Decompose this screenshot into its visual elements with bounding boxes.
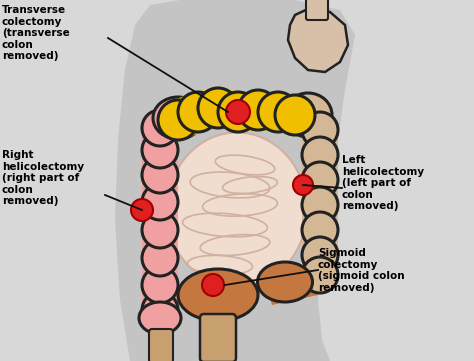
Polygon shape: [302, 130, 338, 155]
Circle shape: [142, 292, 178, 328]
FancyBboxPatch shape: [306, 0, 328, 20]
Text: Right
helicolectomy
(right part of
colon
removed): Right helicolectomy (right part of colon…: [2, 150, 84, 206]
Circle shape: [302, 257, 338, 293]
Circle shape: [198, 88, 238, 128]
Polygon shape: [302, 155, 338, 180]
Circle shape: [178, 92, 218, 132]
Polygon shape: [302, 180, 338, 205]
Circle shape: [142, 157, 178, 193]
Circle shape: [302, 237, 338, 273]
Polygon shape: [265, 270, 318, 305]
Circle shape: [293, 175, 313, 195]
Circle shape: [142, 212, 178, 248]
Circle shape: [258, 92, 298, 132]
Polygon shape: [115, 0, 355, 361]
FancyBboxPatch shape: [149, 329, 173, 361]
Polygon shape: [194, 88, 222, 132]
Circle shape: [142, 240, 178, 276]
Circle shape: [202, 274, 224, 296]
Polygon shape: [142, 230, 178, 258]
Polygon shape: [288, 8, 348, 72]
Polygon shape: [142, 258, 178, 285]
Polygon shape: [302, 230, 338, 255]
Circle shape: [238, 90, 278, 130]
Polygon shape: [274, 92, 299, 135]
Circle shape: [142, 132, 178, 168]
Polygon shape: [302, 205, 338, 230]
Circle shape: [275, 95, 315, 135]
Circle shape: [142, 110, 178, 146]
Ellipse shape: [178, 269, 258, 321]
Circle shape: [142, 184, 178, 220]
Polygon shape: [142, 175, 178, 202]
Circle shape: [302, 112, 338, 148]
Ellipse shape: [167, 132, 307, 287]
Ellipse shape: [139, 302, 181, 334]
Polygon shape: [142, 202, 178, 230]
Polygon shape: [256, 90, 280, 132]
Polygon shape: [302, 255, 338, 275]
Circle shape: [142, 267, 178, 303]
Polygon shape: [142, 285, 178, 310]
Polygon shape: [171, 93, 205, 139]
Polygon shape: [214, 88, 242, 132]
Ellipse shape: [153, 97, 203, 139]
Text: Transverse
colectomy
(transverse
colon
removed): Transverse colectomy (transverse colon r…: [2, 5, 70, 61]
Ellipse shape: [257, 262, 312, 302]
Ellipse shape: [284, 93, 332, 137]
FancyBboxPatch shape: [200, 314, 236, 361]
Polygon shape: [236, 90, 260, 132]
Text: Sigmoid
colectomy
(sigmoid colon
removed): Sigmoid colectomy (sigmoid colon removed…: [318, 248, 405, 293]
Polygon shape: [142, 128, 178, 150]
Circle shape: [302, 212, 338, 248]
Circle shape: [226, 100, 250, 124]
Circle shape: [218, 92, 258, 132]
Circle shape: [302, 162, 338, 198]
Circle shape: [302, 137, 338, 173]
Circle shape: [158, 100, 198, 140]
Text: Left
helicolectomy
(left part of
colon
removed): Left helicolectomy (left part of colon r…: [342, 155, 424, 212]
Circle shape: [302, 187, 338, 223]
Polygon shape: [142, 150, 178, 175]
Circle shape: [131, 199, 153, 221]
